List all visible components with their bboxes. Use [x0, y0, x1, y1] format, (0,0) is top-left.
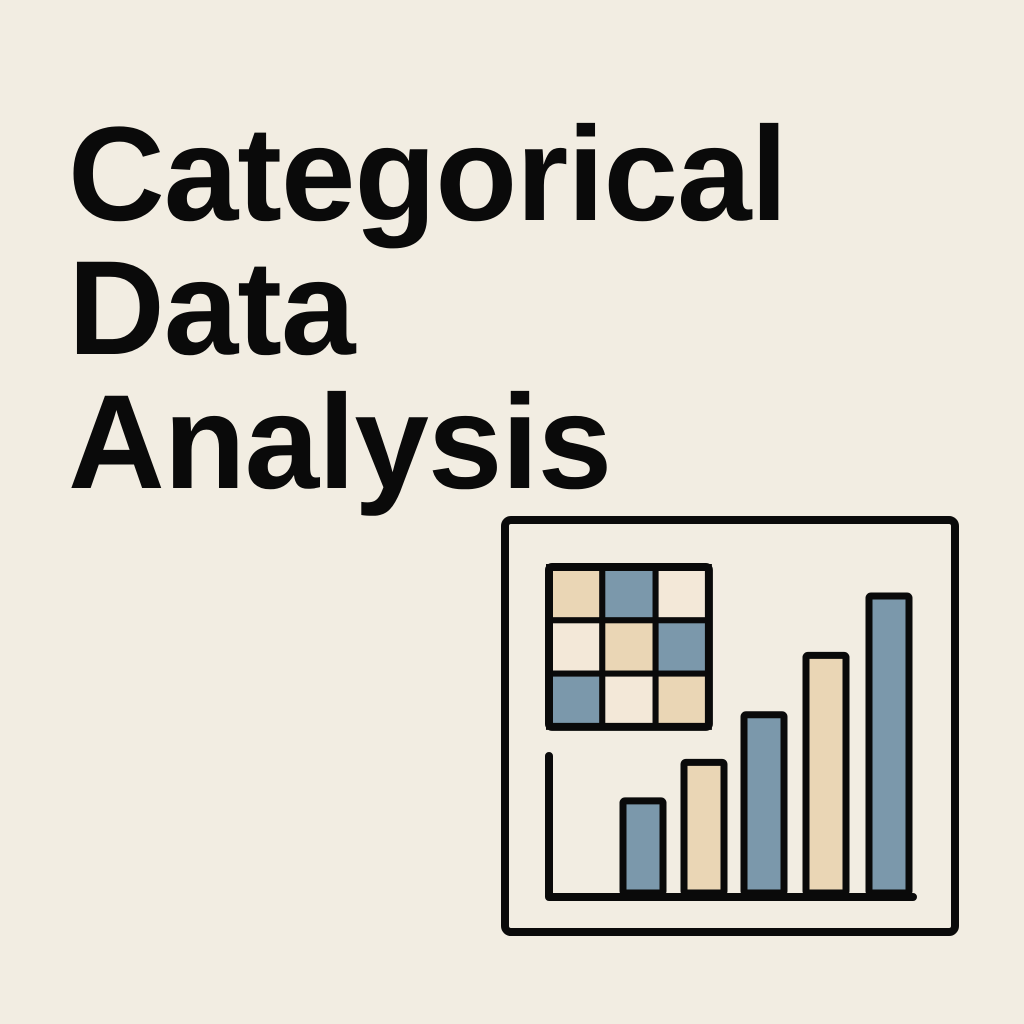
grid-outline [545, 563, 713, 731]
page-title: Categorical Data Analysis [68, 100, 788, 517]
contingency-table-icon [545, 563, 713, 731]
chart-bar-3 [740, 711, 788, 897]
chart-bar-2 [680, 758, 728, 897]
title-line-1: Categorical [68, 100, 788, 249]
grid-cell [546, 617, 606, 677]
title-line-3: Analysis [68, 368, 612, 517]
grid-cell [652, 670, 712, 730]
grid-cell [546, 670, 606, 730]
grid-cell [599, 564, 659, 624]
chart-bar-4 [802, 651, 850, 897]
grid-cell [652, 564, 712, 624]
title-line-2: Data [68, 234, 355, 383]
grid-cell [599, 617, 659, 677]
grid-cell [546, 564, 606, 624]
chart-bar-1 [619, 797, 667, 897]
grid-cell [652, 617, 712, 677]
grid-cell [599, 670, 659, 730]
chart-axis [545, 752, 917, 901]
frame-border [501, 516, 959, 936]
chart-bar-5 [865, 592, 913, 897]
